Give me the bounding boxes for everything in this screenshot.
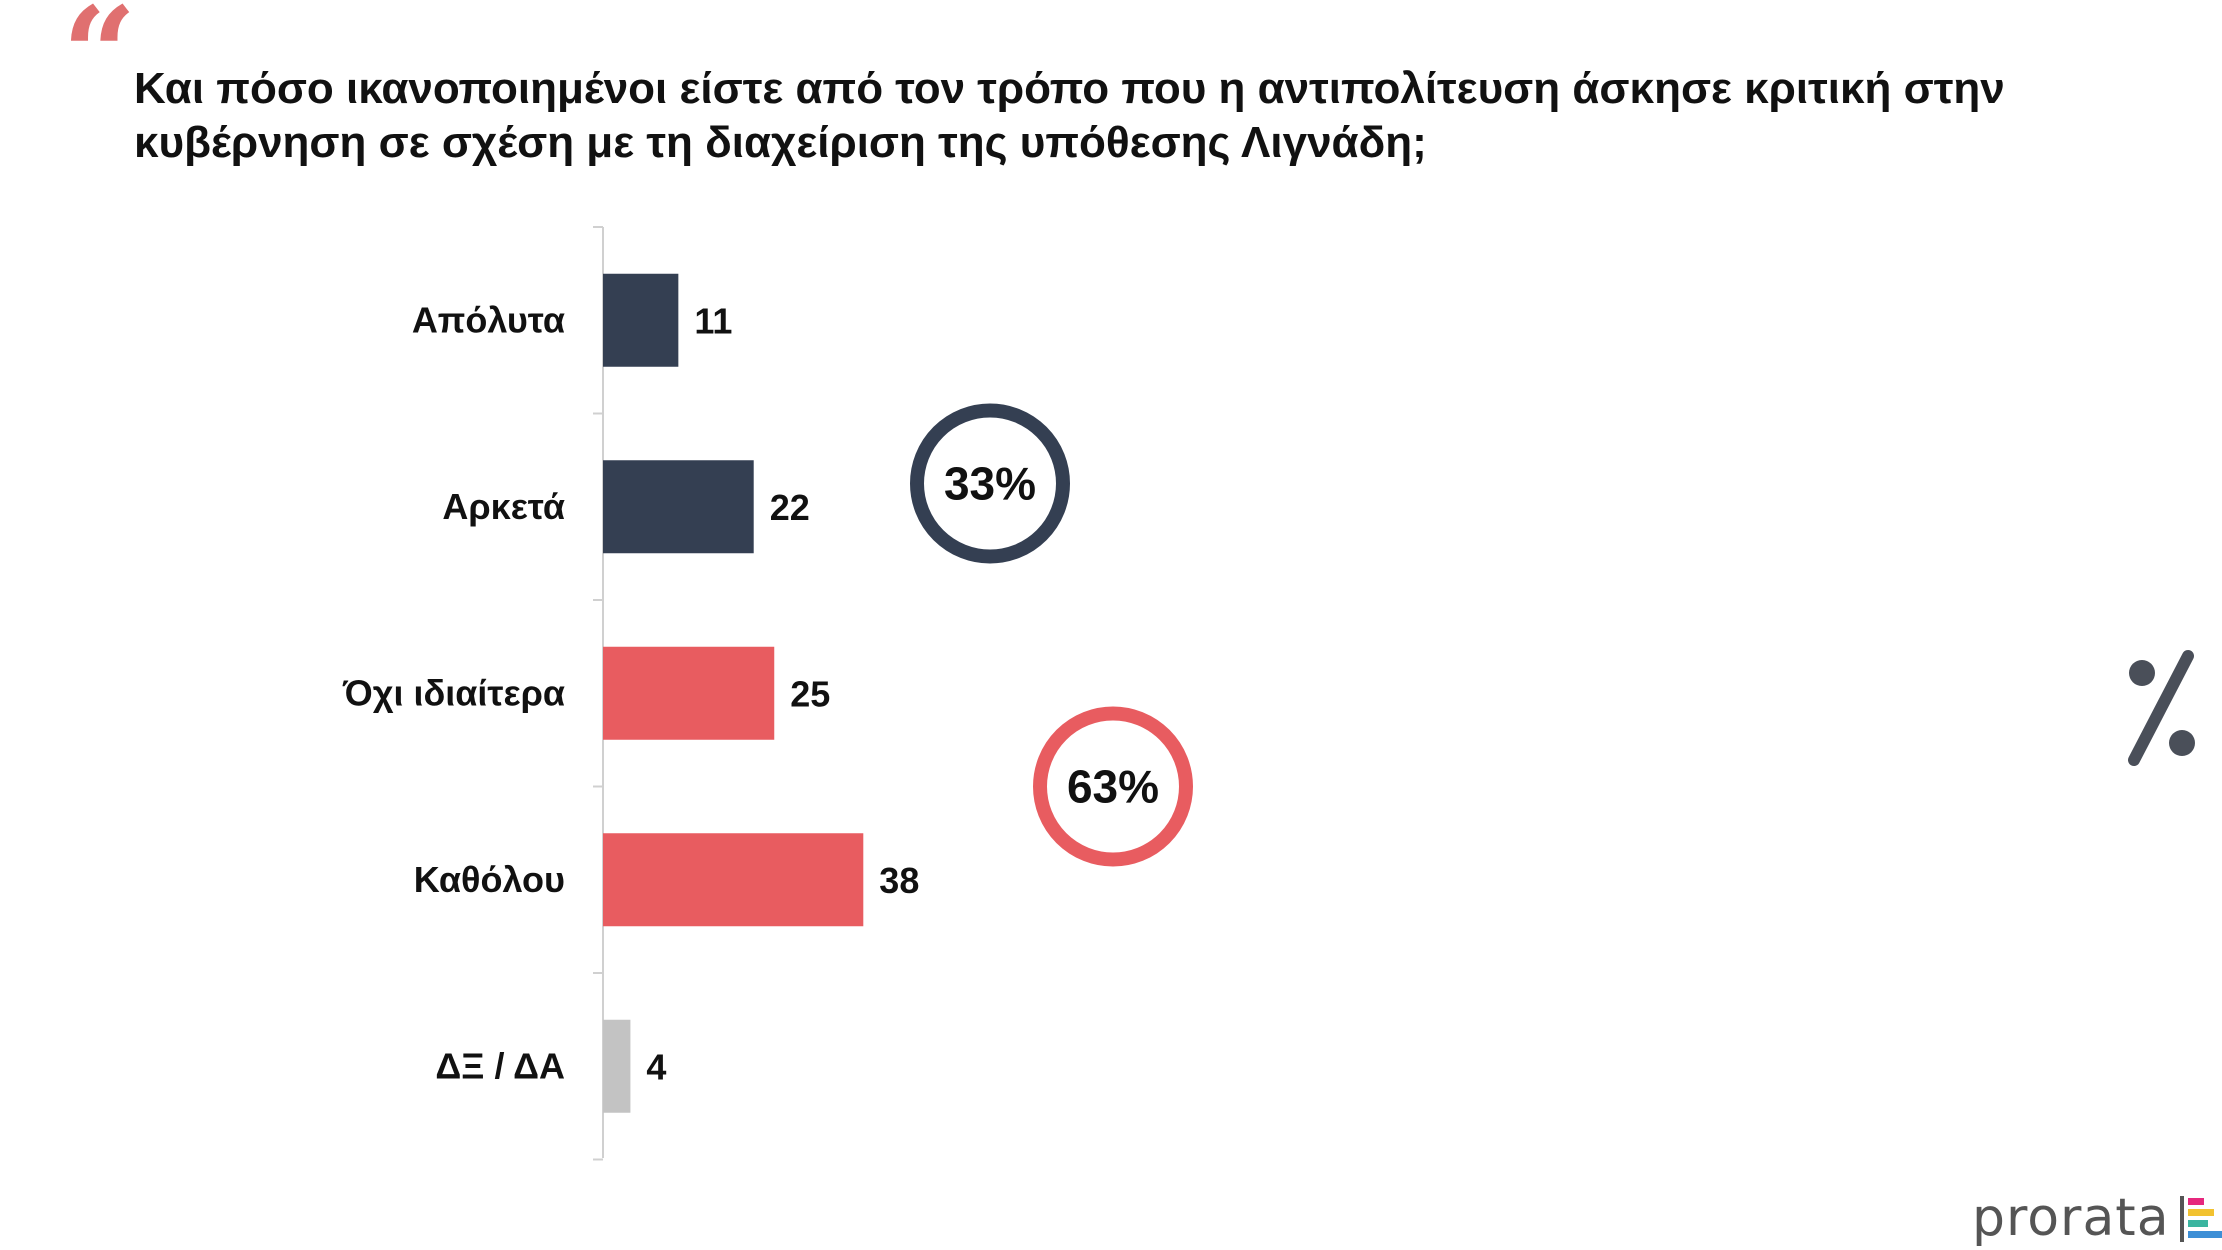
- question-title: Και πόσο ικανοποιημένοι είστε από τον τρ…: [134, 64, 2005, 167]
- bar: [603, 646, 775, 740]
- group-total-label: 33%: [944, 458, 1036, 510]
- category-label: Απόλυτα: [412, 299, 565, 340]
- brand-name: prorata: [1972, 1188, 2170, 1248]
- bar: [603, 460, 754, 554]
- group-total-ring: [910, 403, 1070, 564]
- data-label: 4: [646, 1046, 666, 1087]
- brand-mark-icon: [2179, 1196, 2222, 1242]
- category-label: Όχι ιδιαίτερα: [342, 672, 565, 713]
- category-label: Αρκετά: [442, 486, 565, 527]
- brand-logo: prorata: [1972, 1186, 2222, 1246]
- bar: [603, 1019, 631, 1113]
- percent-icon: [2128, 650, 2195, 766]
- data-label: 11: [694, 300, 732, 341]
- data-label: 25: [790, 673, 830, 714]
- data-label: 22: [770, 487, 810, 528]
- group-total-label: 63%: [1067, 761, 1159, 813]
- bar: [603, 273, 679, 367]
- quote-mark-icon: “: [62, 0, 137, 131]
- group-total-ring: [1033, 706, 1193, 867]
- data-label: 38: [879, 860, 919, 901]
- bar: [603, 833, 864, 927]
- category-label: Καθόλου: [414, 859, 565, 900]
- category-label: ΔΞ / ΔΑ: [435, 1045, 565, 1086]
